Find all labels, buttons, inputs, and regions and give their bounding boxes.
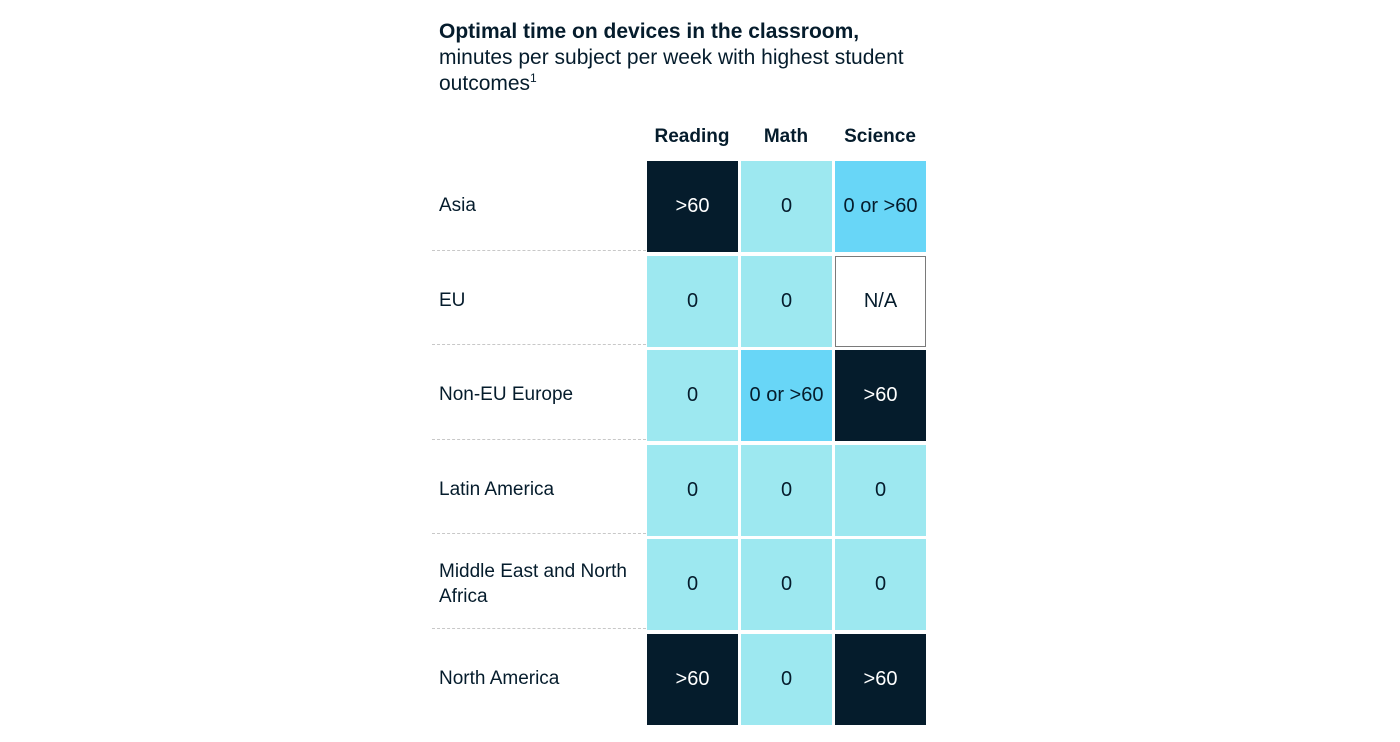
chart-title: Optimal time on devices in the classroom… — [439, 20, 860, 43]
cell-north-america-science: >60 — [835, 633, 926, 725]
cell-eu-science: N/A — [835, 255, 926, 347]
column-header-reading: Reading — [654, 126, 730, 147]
chart-subtitle: minutes per subject per week with highes… — [439, 45, 919, 97]
chart-subtitle-text: minutes per subject per week with highes… — [439, 46, 904, 95]
cell-non-eu-europe-science: >60 — [835, 350, 926, 441]
cell-middle-east-and-north-africa-reading: 0 — [647, 539, 738, 630]
cell-non-eu-europe-reading: 0 — [647, 350, 738, 441]
cell-eu-reading: 0 — [647, 255, 738, 347]
cell-latin-america-reading: 0 — [647, 444, 738, 536]
row-label-non-eu-europe: Non-EU Europe — [439, 384, 574, 405]
row-label-middle-east-and-north-africa: Middle East and North Africa — [439, 560, 627, 607]
row-divider — [432, 627, 646, 629]
row-label-north-america: North America — [439, 667, 560, 689]
cell-latin-america-math: 0 — [741, 444, 832, 536]
cell-asia-math: 0 — [741, 161, 832, 252]
cell-non-eu-europe-math: 0 or >60 — [741, 350, 832, 441]
cell-asia-science: 0 or >60 — [835, 161, 926, 252]
chart-title-block: Optimal time on devices in the classroom… — [439, 19, 919, 97]
row-divider — [432, 344, 646, 345]
column-header-math: Math — [763, 126, 809, 147]
row-divider — [432, 533, 646, 534]
footnote-marker: 1 — [530, 71, 537, 85]
cell-middle-east-and-north-africa-science: 0 — [835, 539, 926, 630]
cell-latin-america-science: 0 — [835, 444, 926, 536]
row-divider — [432, 249, 646, 251]
row-divider — [432, 438, 646, 440]
cell-north-america-math: 0 — [741, 633, 832, 725]
cell-north-america-reading: >60 — [647, 633, 738, 725]
row-label-latin-america: Latin America — [439, 478, 555, 500]
column-header-science: Science — [844, 126, 916, 147]
cell-asia-reading: >60 — [647, 161, 738, 252]
cell-middle-east-and-north-africa-math: 0 — [741, 539, 832, 630]
row-label-asia: Asia — [439, 195, 476, 216]
cell-eu-math: 0 — [741, 255, 832, 347]
row-label-eu: EU — [439, 289, 466, 311]
